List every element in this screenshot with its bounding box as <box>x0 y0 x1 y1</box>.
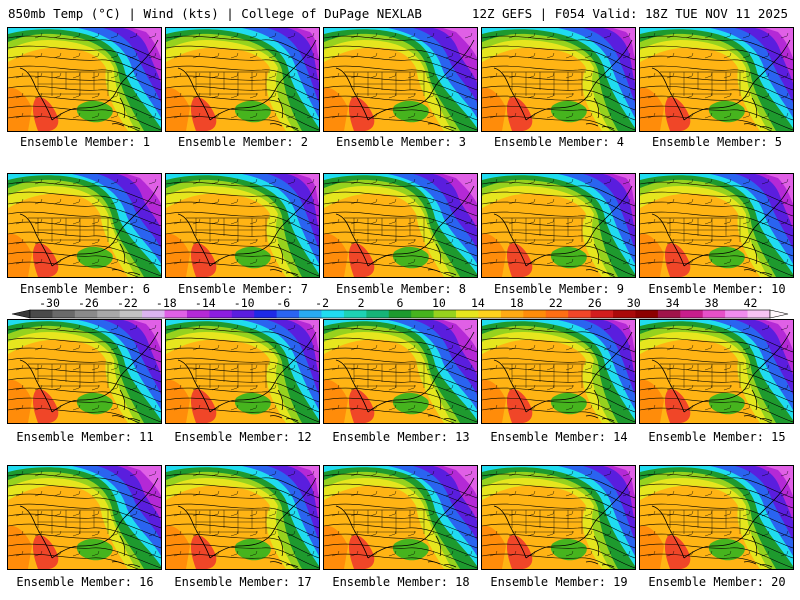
ensemble-member-label: Ensemble Member: 11 <box>16 430 154 444</box>
colorbar-swatch <box>254 310 277 318</box>
colorbar-swatch <box>747 310 771 318</box>
colorbar-swatch <box>568 310 591 318</box>
ensemble-member-label: Ensemble Member: 19 <box>490 575 628 589</box>
colorbar-swatch <box>366 310 390 318</box>
ensemble-member-map <box>7 27 162 132</box>
colorbar-swatch <box>411 310 434 318</box>
ensemble-member-label: Ensemble Member: 5 <box>651 135 783 149</box>
ensemble-member-label: Ensemble Member: 13 <box>332 430 470 444</box>
ensemble-member-map <box>481 27 636 132</box>
ensemble-member-label: Ensemble Member: 4 <box>493 135 625 149</box>
ensemble-member-map <box>165 465 320 570</box>
ensemble-member-map <box>639 319 794 424</box>
colorbar-tick-label: 2 <box>358 296 365 310</box>
colorbar-tick-label: 34 <box>666 296 680 310</box>
colorbar-right-arrow <box>769 309 789 319</box>
colorbar-tick-label: -14 <box>195 296 216 310</box>
ensemble-member-label: Ensemble Member: 18 <box>332 575 470 589</box>
ensemble-member-label: Ensemble Member: 2 <box>177 135 309 149</box>
ensemble-member-label: Ensemble Member: 9 <box>493 282 625 296</box>
ensemble-member-map <box>165 173 320 278</box>
colorbar-swatch <box>725 310 748 318</box>
ensemble-member-map <box>323 465 478 570</box>
colorbar-tick-label: -22 <box>117 296 138 310</box>
map-title: 850mb Temp (°C) | Wind (kts) | College o… <box>8 6 422 21</box>
ensemble-member-map <box>7 173 162 278</box>
colorbar-tick-label: -10 <box>234 296 255 310</box>
run-info: 12Z GEFS | F054 Valid: 18Z TUE NOV 11 20… <box>471 6 788 21</box>
ensemble-member-label: Ensemble Member: 8 <box>335 282 467 296</box>
colorbar-swatch <box>500 310 524 318</box>
ensemble-member-map <box>323 173 478 278</box>
colorbar-tick-label: 22 <box>549 296 563 310</box>
colorbar-swatch <box>702 310 726 318</box>
colorbar-swatch <box>523 310 547 318</box>
ensemble-member-map <box>481 319 636 424</box>
colorbar-swatch <box>456 310 479 318</box>
ensemble-member-map <box>639 27 794 132</box>
colorbar-tick-label: 42 <box>744 296 758 310</box>
ensemble-member-map <box>165 319 320 424</box>
colorbar-swatch <box>590 310 614 318</box>
colorbar-swatch <box>635 310 659 318</box>
colorbar-swatch <box>433 310 457 318</box>
colorbar-swatch <box>321 310 345 318</box>
ensemble-member-label: Ensemble Member: 20 <box>648 575 786 589</box>
colorbar-tick-label: 26 <box>588 296 602 310</box>
colorbar-swatch <box>613 310 636 318</box>
ensemble-member-label: Ensemble Member: 6 <box>19 282 151 296</box>
ensemble-member-map <box>323 319 478 424</box>
colorbar-swatch <box>343 310 367 318</box>
ensemble-member-map <box>639 173 794 278</box>
colorbar-tick-label: -18 <box>156 296 177 310</box>
ensemble-member-label: Ensemble Member: 17 <box>174 575 312 589</box>
colorbar-tick-label: -2 <box>315 296 329 310</box>
colorbar-swatch <box>30 310 53 318</box>
colorbar-swatch <box>97 310 120 318</box>
ensemble-member-label: Ensemble Member: 7 <box>177 282 309 296</box>
ensemble-member-map <box>165 27 320 132</box>
colorbar-swatch <box>276 310 300 318</box>
colorbar-left-arrow <box>11 309 31 319</box>
ensemble-member-label: Ensemble Member: 12 <box>174 430 312 444</box>
colorbar-tick-label: 38 <box>705 296 719 310</box>
ensemble-member-map <box>639 465 794 570</box>
ensemble-member-label: Ensemble Member: 3 <box>335 135 467 149</box>
ensemble-member-label: Ensemble Member: 14 <box>490 430 628 444</box>
colorbar-tick-label: 14 <box>471 296 485 310</box>
ensemble-member-label: Ensemble Member: 15 <box>648 430 786 444</box>
colorbar-swatch <box>388 310 412 318</box>
ensemble-member-label: Ensemble Member: 10 <box>648 282 786 296</box>
colorbar-swatch <box>545 310 569 318</box>
colorbar-tick-label: -30 <box>39 296 60 310</box>
colorbar-tick-label: -6 <box>276 296 290 310</box>
ensemble-member-map <box>7 465 162 570</box>
colorbar-tick-label: 6 <box>397 296 404 310</box>
colorbar-swatch <box>74 310 98 318</box>
colorbar-swatch <box>478 310 502 318</box>
colorbar-swatch <box>142 310 165 318</box>
colorbar-swatch <box>186 310 210 318</box>
colorbar-tick-label: 18 <box>510 296 524 310</box>
colorbar-tick-label: 10 <box>432 296 446 310</box>
colorbar-tick-label: -26 <box>78 296 99 310</box>
ensemble-member-map <box>323 27 478 132</box>
ensemble-member-label: Ensemble Member: 1 <box>19 135 151 149</box>
colorbar-swatch <box>299 310 322 318</box>
colorbar-swatch <box>657 310 681 318</box>
ensemble-member-map <box>481 173 636 278</box>
colorbar-swatch <box>119 310 143 318</box>
colorbar-tick-label: 30 <box>627 296 641 310</box>
colorbar-swatch <box>164 310 188 318</box>
temperature-colorbar: -30 -26 -22 -18 -14 -10 -6 -2 2 6 10 14 18 22 26 30 34 38… <box>11 296 789 319</box>
colorbar-swatch <box>680 310 704 318</box>
ensemble-member-map <box>7 319 162 424</box>
ensemble-member-map <box>481 465 636 570</box>
colorbar-swatch <box>52 310 76 318</box>
colorbar-swatch <box>231 310 255 318</box>
ensemble-member-label: Ensemble Member: 16 <box>16 575 154 589</box>
colorbar-swatch <box>209 310 233 318</box>
